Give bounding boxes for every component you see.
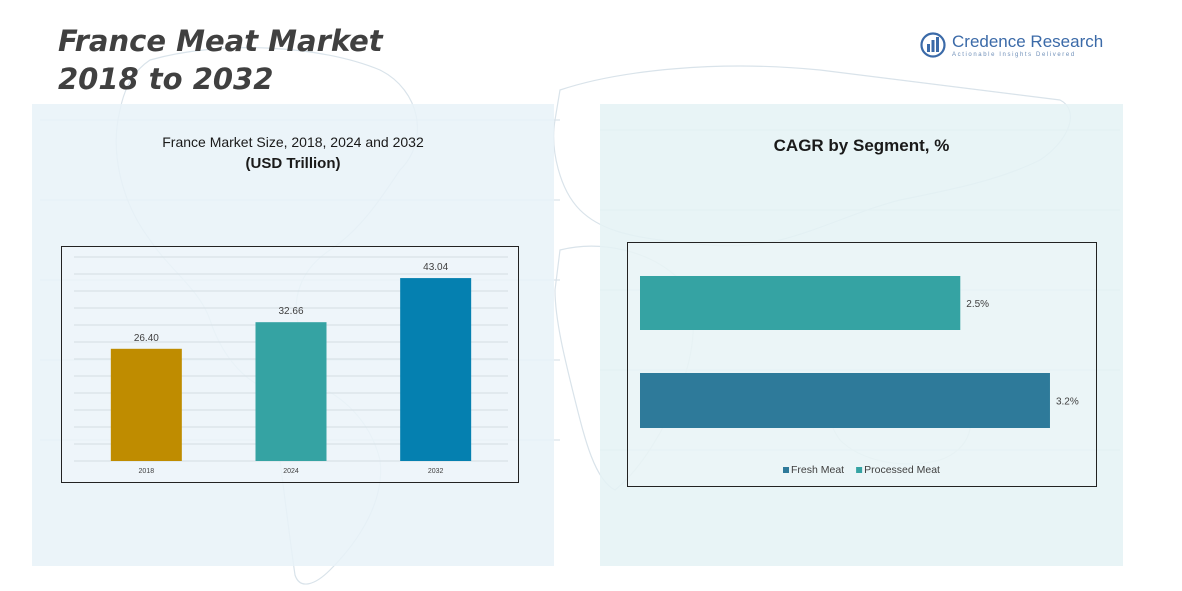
market-size-bar-chart: 26.40 2018 32.66 2024 43.04 2032 (74, 256, 508, 475)
bar-value-label-2024: 32.66 (278, 306, 303, 317)
legend: Fresh Meat Processed Meat (783, 464, 940, 476)
market-size-panel: France Market Size, 2018, 2024 and 2032 … (32, 104, 554, 566)
cagr-panel: CAGR by Segment, % 2.5% 3.2% Fresh Meat Pro… (600, 104, 1123, 566)
logo-tagline: Actionable Insights Delivered (952, 51, 1076, 58)
cagr-horizontal-bar-chart: 2.5% 3.2% Fresh Meat Processed Meat (640, 276, 1079, 476)
bar-value-label-2032: 43.04 (423, 262, 448, 273)
bar-2032 (400, 278, 472, 461)
bar-value-label-processed-meat: 2.5% (966, 299, 989, 310)
x-tick-label-2018: 2018 (139, 468, 155, 475)
bar-value-label-fresh-meat: 3.2% (1056, 397, 1079, 408)
legend-swatch-fresh-meat (783, 467, 789, 473)
bar-processed-meat (640, 276, 961, 330)
market-size-unit: (USD Trillion) (245, 155, 341, 172)
legend-label-fresh-meat: Fresh Meat (791, 464, 844, 476)
bar-fresh-meat (640, 373, 1050, 428)
cagr-chart-frame: 2.5% 3.2% Fresh Meat Processed Meat (627, 242, 1097, 487)
x-tick-label-2032: 2032 (428, 468, 444, 475)
bar-2018 (110, 348, 182, 461)
page-title: France Meat Market 2018 to 2032 (58, 22, 383, 98)
logo: Credence Research Actionable Insights De… (920, 32, 1103, 58)
bar-chart-circle-icon (920, 32, 946, 58)
bar-value-label-2018: 26.40 (134, 333, 159, 344)
market-size-title: France Market Size, 2018, 2024 and 2032 (162, 134, 424, 150)
title-line-2: 2018 to 2032 (58, 62, 274, 96)
x-tick-label-2024: 2024 (283, 468, 299, 475)
logo-name: Credence Research (952, 31, 1104, 51)
bar-2024 (255, 322, 327, 461)
market-size-chart-frame: 26.40 2018 32.66 2024 43.04 2032 (61, 246, 519, 483)
legend-swatch-processed-meat (856, 467, 863, 473)
cagr-title: CAGR by Segment, % (773, 136, 950, 155)
title-line-1: France Meat Market (58, 24, 383, 58)
legend-label-processed-meat: Processed Meat (864, 464, 940, 476)
